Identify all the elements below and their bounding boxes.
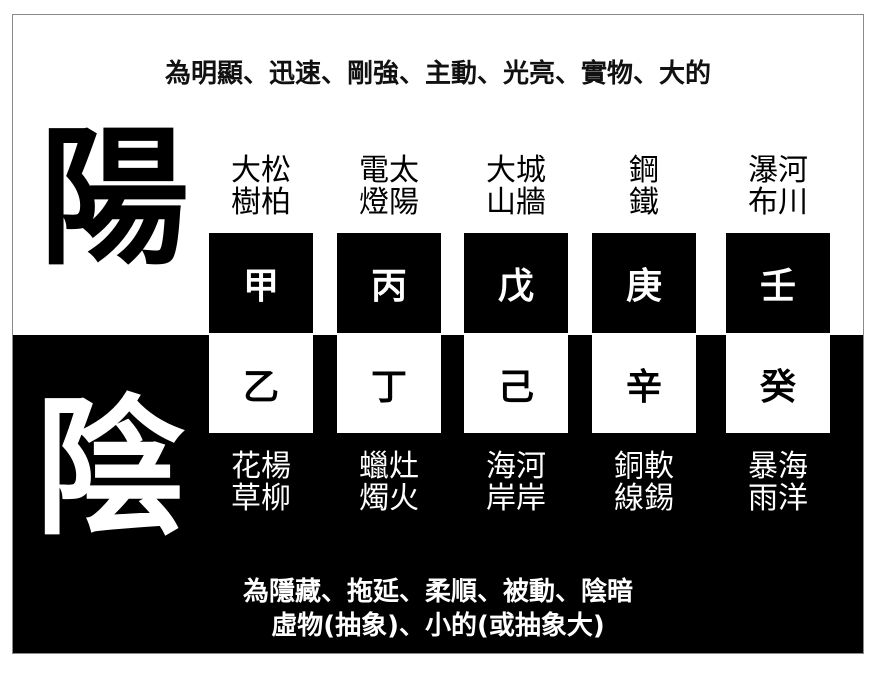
yang-example-line: 大松: [231, 153, 291, 188]
yin-description-line: 虛物(抽象)、小的(或抽象大): [271, 611, 605, 641]
yin-description: 為隱藏、拖延、柔順、被動、陰暗 虛物(抽象)、小的(或抽象大): [13, 575, 863, 643]
yang-examples: 大松 樹柏: [209, 155, 313, 219]
yin-example-line: 銅軟: [614, 449, 674, 484]
yin-examples: 海河 岸岸: [464, 451, 568, 515]
yang-example-line: 布川: [748, 185, 808, 220]
yang-example-line: 燈陽: [359, 185, 419, 220]
yin-example-line: 暴海: [748, 449, 808, 484]
yin-example-line: 雨洋: [748, 481, 808, 516]
yang-examples: 大城 山牆: [464, 155, 568, 219]
yin-example-line: 岸岸: [486, 481, 546, 516]
yang-examples: 瀑河 布川: [726, 155, 830, 219]
yin-examples: 銅軟 線錫: [592, 451, 696, 515]
yang-example-line: 鐵: [629, 185, 659, 220]
yin-examples: 花楊 草柳: [209, 451, 313, 515]
yang-example-line: 大城: [486, 153, 546, 188]
yin-stem-cell: 癸: [726, 335, 830, 433]
yin-example-line: 草柳: [231, 481, 291, 516]
yin-stem-cell: 辛: [592, 335, 696, 433]
yang-character: 陽: [39, 110, 190, 286]
yin-example-line: 蠟灶: [359, 449, 419, 484]
yin-character: 陰: [35, 380, 186, 556]
yang-stem-cell: 庚: [592, 233, 696, 333]
yang-example-line: 電太: [359, 153, 419, 188]
yang-stem-cell: 壬: [726, 233, 830, 333]
yang-stem-cell: 戊: [464, 233, 568, 333]
yang-stem-cell: 甲: [209, 233, 313, 333]
yang-examples: 電太 燈陽: [337, 155, 441, 219]
yang-stem-cell: 丙: [337, 233, 441, 333]
yang-example-line: 鋼: [629, 153, 659, 188]
yin-example-line: 花楊: [231, 449, 291, 484]
yang-example-line: 山牆: [486, 185, 546, 220]
yin-example-line: 海河: [486, 449, 546, 484]
yin-description-line: 為隱藏、拖延、柔順、被動、陰暗: [242, 577, 633, 607]
yang-example-line: 樹柏: [231, 185, 291, 220]
yin-examples: 暴海 雨洋: [726, 451, 830, 515]
diagram-frame: 為明顯、迅速、剛強、主動、光亮、實物、大的 陽 陰 大松 樹柏 甲 乙 花楊 草…: [12, 14, 864, 654]
yin-stem-cell: 乙: [209, 335, 313, 433]
yin-examples: 蠟灶 燭火: [337, 451, 441, 515]
yin-stem-cell: 己: [464, 335, 568, 433]
yin-example-line: 燭火: [359, 481, 419, 516]
yin-stem-cell: 丁: [337, 335, 441, 433]
yang-description: 為明顯、迅速、剛強、主動、光亮、實物、大的: [164, 59, 711, 89]
yang-examples: 鋼 鐵: [592, 155, 696, 219]
yin-example-line: 線錫: [614, 481, 674, 516]
yang-example-line: 瀑河: [748, 153, 808, 188]
